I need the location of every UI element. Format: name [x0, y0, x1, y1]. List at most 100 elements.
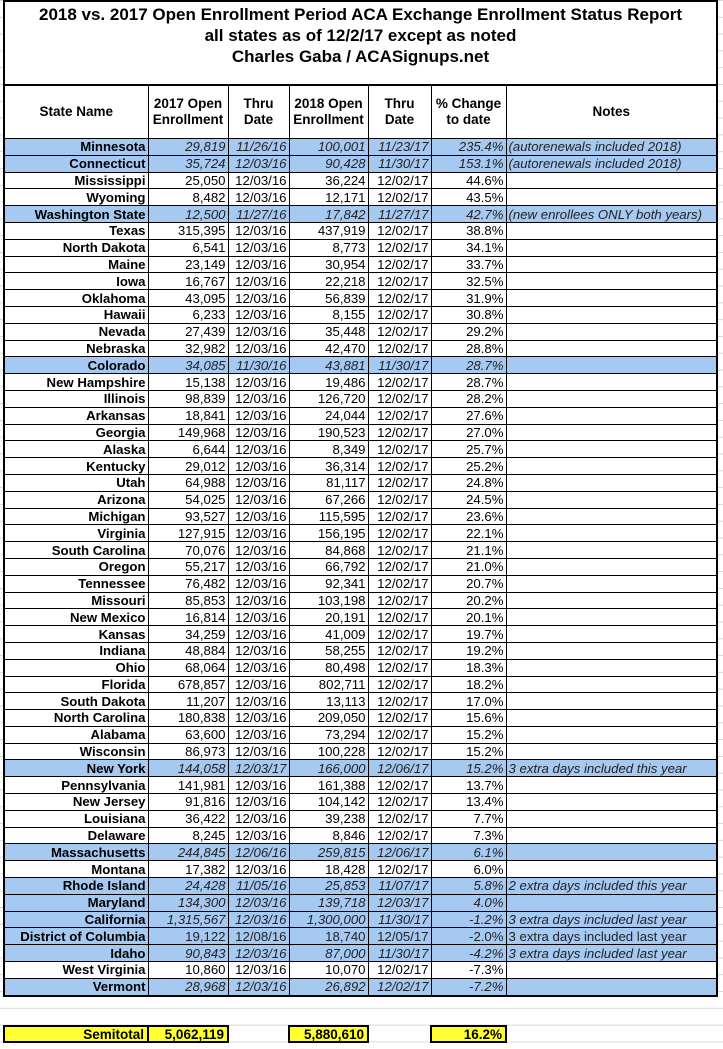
table-row: Oregon 55,217 12/03/16 66,792 12/02/17 21.0% — [3, 557, 718, 576]
thru-date-2017-cell: 12/03/16 — [227, 641, 290, 660]
enrollment-2017-cell: 24,428 — [147, 877, 229, 895]
thru-date-2017-cell: 12/03/16 — [227, 238, 290, 257]
enrollment-2017-cell: 149,968 — [147, 423, 229, 442]
table-row: Utah 64,988 12/03/16 81,117 12/02/17 24.8% — [3, 473, 718, 492]
notes-cell — [505, 625, 718, 643]
state-name-cell: Hawaii — [3, 305, 149, 324]
enrollment-2018-cell: 8,155 — [288, 305, 369, 324]
thru-date-2017-cell: 12/03/16 — [227, 389, 290, 408]
thru-date-2017-cell: 12/03/16 — [227, 625, 290, 643]
pct-change-cell: 6.0% — [430, 860, 507, 879]
pct-change-cell: 21.0% — [430, 557, 507, 576]
enrollment-2018-cell: 437,919 — [288, 221, 369, 240]
pct-change-cell: 28.7% — [430, 356, 507, 375]
notes-cell: 2 extra days included this year — [505, 877, 718, 895]
state-name-cell: Nevada — [3, 322, 149, 341]
enrollment-2018-cell: 100,001 — [288, 138, 369, 156]
thru-date-2018-cell: 12/02/17 — [367, 221, 432, 240]
enrollment-2017-cell: 18,841 — [147, 406, 229, 425]
enrollment-2018-cell: 41,009 — [288, 625, 369, 643]
enrollment-2017-cell: 127,915 — [147, 524, 229, 543]
notes-cell — [505, 692, 718, 711]
pct-change-cell: 42.7% — [430, 205, 507, 223]
pct-change-cell: 6.1% — [430, 843, 507, 862]
pct-change-cell: 24.5% — [430, 490, 507, 509]
enrollment-2017-cell: 68,064 — [147, 658, 229, 677]
state-name-cell: Massachusetts — [3, 843, 149, 862]
enrollment-2018-cell: 209,050 — [288, 709, 369, 727]
pct-change-cell: 18.2% — [430, 675, 507, 694]
pct-change-cell: 28.8% — [430, 339, 507, 358]
notes-cell — [505, 339, 718, 358]
enrollment-2017-cell: 315,395 — [147, 221, 229, 240]
notes-cell — [505, 860, 718, 879]
thru-date-2018-cell: 12/02/17 — [367, 272, 432, 291]
enrollment-2017-cell: 36,422 — [147, 809, 229, 828]
thru-date-2018-cell: 12/06/17 — [367, 759, 432, 778]
thru-date-2017-cell: 12/03/16 — [227, 793, 290, 811]
pct-change-cell: 15.6% — [430, 709, 507, 727]
thru-date-2017-cell: 12/03/16 — [227, 675, 290, 694]
state-name-cell: Pennsylvania — [3, 776, 149, 795]
state-name-cell: Iowa — [3, 272, 149, 291]
thru-date-2018-cell: 12/03/17 — [367, 893, 432, 912]
state-name-cell: New Mexico — [3, 608, 149, 627]
table-row: Ohio 68,064 12/03/16 80,498 12/02/17 18.3% — [3, 658, 718, 677]
enrollment-2018-cell: 18,428 — [288, 860, 369, 879]
thru-date-2018-cell: 11/07/17 — [367, 877, 432, 895]
enrollment-2018-cell: 18,740 — [288, 927, 369, 946]
state-name-cell: Arkansas — [3, 406, 149, 425]
thru-date-2018-cell: 12/02/17 — [367, 457, 432, 475]
thru-date-2018-cell: 11/30/17 — [367, 356, 432, 375]
thru-date-2018-cell: 12/02/17 — [367, 406, 432, 425]
thru-date-2018-cell: 12/02/17 — [367, 238, 432, 257]
table-row: Colorado 34,085 11/30/16 43,881 11/30/17 28.7… — [3, 356, 718, 375]
notes-cell — [505, 188, 718, 207]
state-name-cell: Florida — [3, 675, 149, 694]
enrollment-2018-cell: 13,113 — [288, 692, 369, 711]
header-2018-enrollment: 2018 Open Enrollment — [288, 84, 369, 139]
notes-cell — [505, 490, 718, 509]
enrollment-2017-cell: 23,149 — [147, 255, 229, 274]
semitotal-label: Semitotal — [3, 1025, 149, 1043]
notes-cell — [505, 524, 718, 543]
table-row: Wisconsin 86,973 12/03/16 100,228 12/02/17 15… — [3, 742, 718, 761]
table-row: Virginia 127,915 12/03/16 156,195 12/02/17 22… — [3, 524, 718, 543]
enrollment-2017-cell: 11,207 — [147, 692, 229, 711]
notes-cell — [505, 541, 718, 559]
thru-date-2018-cell: 12/02/17 — [367, 675, 432, 694]
state-name-cell: Montana — [3, 860, 149, 879]
enrollment-2018-cell: 802,711 — [288, 675, 369, 694]
thru-date-2017-cell: 12/03/16 — [227, 473, 290, 492]
thru-date-2017-cell: 12/03/16 — [227, 826, 290, 845]
table-row: New Mexico 16,814 12/03/16 20,191 12/02/17 20… — [3, 608, 718, 627]
enrollment-2017-cell: 12,500 — [147, 205, 229, 223]
thru-date-2018-cell: 12/05/17 — [367, 927, 432, 946]
thru-date-2018-cell: 12/02/17 — [367, 373, 432, 391]
notes-cell — [505, 725, 718, 744]
state-name-cell: Nebraska — [3, 339, 149, 358]
pct-change-cell: 44.6% — [430, 171, 507, 190]
enrollment-2018-cell: 66,792 — [288, 557, 369, 576]
notes-cell: 3 extra days included last year — [505, 944, 718, 963]
notes-cell: 3 extra days included last year — [505, 910, 718, 929]
enrollment-2018-cell: 67,266 — [288, 490, 369, 509]
thru-date-2018-cell: 12/02/17 — [367, 541, 432, 559]
table-row: North Carolina 180,838 12/03/16 209,050 12/0… — [3, 709, 718, 727]
enrollment-2017-cell: 28,968 — [147, 977, 229, 997]
thru-date-2017-cell: 12/06/16 — [227, 843, 290, 862]
thru-date-2017-cell: 12/03/16 — [227, 709, 290, 727]
thru-date-2018-cell: 12/02/17 — [367, 171, 432, 190]
thru-date-2018-cell: 12/02/17 — [367, 709, 432, 727]
table-row: Kentucky 29,012 12/03/16 36,314 12/02/17 25.2… — [3, 457, 718, 475]
state-name-cell: Illinois — [3, 389, 149, 408]
enrollment-2017-cell: 85,853 — [147, 591, 229, 610]
thru-date-2017-cell: 12/03/16 — [227, 608, 290, 627]
thru-date-2017-cell: 12/03/16 — [227, 574, 290, 593]
header-notes: Notes — [505, 84, 718, 139]
enrollment-2018-cell: 24,044 — [288, 406, 369, 425]
pct-change-cell: 19.7% — [430, 625, 507, 643]
thru-date-2017-cell: 12/03/16 — [227, 406, 290, 425]
enrollment-2018-cell: 58,255 — [288, 641, 369, 660]
semitotal-2018: 5,880,610 — [288, 1025, 369, 1043]
